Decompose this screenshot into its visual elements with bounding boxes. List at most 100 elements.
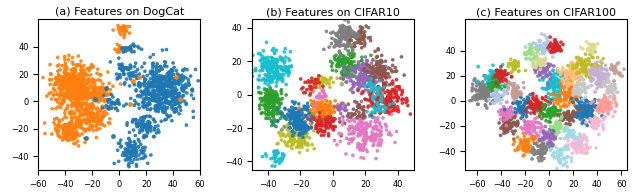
Point (338, 78, 348, 81)
Point (163, 81, 173, 84)
Point (391, 85, 401, 89)
Point (88, 129, 99, 132)
Point (368, 70, 378, 73)
Point (482, 88, 492, 91)
Point (359, 73, 369, 76)
Point (261, 94, 271, 97)
Point (68, 135, 78, 138)
Point (520, 135, 530, 138)
Point (264, 96, 275, 99)
Point (591, 118, 601, 121)
Point (287, 132, 297, 135)
Point (140, 92, 150, 95)
Point (177, 84, 188, 87)
Point (177, 97, 187, 101)
Point (604, 80, 614, 83)
Point (366, 80, 376, 83)
Point (602, 72, 612, 75)
Point (488, 83, 498, 86)
Point (584, 42, 595, 46)
Point (563, 84, 573, 87)
Point (596, 101, 607, 104)
Point (265, 106, 275, 109)
Point (368, 96, 378, 99)
Point (576, 107, 586, 110)
Point (356, 46, 367, 49)
Point (154, 70, 164, 73)
Point (85, 83, 95, 86)
Point (568, 98, 579, 101)
Point (513, 145, 524, 148)
Point (77, 81, 88, 84)
Point (83, 109, 93, 112)
Point (264, 91, 275, 94)
Point (499, 105, 509, 108)
Point (269, 76, 279, 79)
Point (173, 80, 184, 83)
Point (297, 137, 307, 140)
Point (301, 125, 312, 128)
Point (80, 94, 90, 97)
Point (522, 140, 532, 143)
Point (336, 104, 346, 108)
Point (576, 97, 586, 100)
Point (562, 96, 572, 99)
Point (149, 127, 159, 130)
Point (498, 74, 508, 77)
Point (372, 116, 383, 119)
Point (368, 83, 378, 86)
Point (269, 110, 279, 113)
Point (301, 126, 312, 129)
Point (179, 75, 189, 78)
Point (598, 125, 608, 129)
Point (89, 119, 99, 122)
Point (298, 117, 308, 120)
Point (383, 102, 394, 105)
Point (67, 72, 77, 75)
Point (548, 48, 559, 51)
Point (90, 99, 100, 102)
Point (131, 88, 141, 91)
Point (559, 103, 570, 106)
Point (394, 85, 404, 88)
Point (120, 158, 131, 162)
Point (570, 65, 580, 68)
Point (296, 127, 307, 130)
Point (61, 72, 72, 75)
Point (498, 112, 508, 115)
Point (145, 108, 156, 111)
Point (568, 110, 579, 113)
Point (593, 120, 604, 124)
Point (300, 120, 310, 124)
Point (346, 115, 356, 118)
Point (508, 93, 518, 96)
Point (287, 134, 298, 137)
Point (541, 136, 551, 139)
Point (529, 153, 539, 156)
Point (543, 108, 554, 112)
Point (271, 120, 281, 123)
Point (586, 112, 596, 115)
Point (527, 65, 538, 68)
Point (602, 79, 612, 82)
Point (268, 116, 278, 119)
Point (287, 130, 298, 133)
Point (535, 68, 545, 71)
Point (492, 76, 502, 80)
Point (273, 151, 284, 154)
Point (486, 83, 496, 86)
Point (385, 98, 396, 102)
Point (560, 73, 570, 76)
Point (311, 124, 321, 127)
Point (468, 96, 478, 99)
Point (267, 105, 277, 108)
Point (502, 124, 512, 127)
Point (607, 106, 617, 109)
Point (344, 64, 354, 68)
Point (80, 141, 90, 144)
Point (153, 84, 163, 87)
Point (358, 27, 368, 30)
Point (586, 124, 596, 128)
Point (130, 149, 140, 152)
Point (138, 120, 148, 123)
